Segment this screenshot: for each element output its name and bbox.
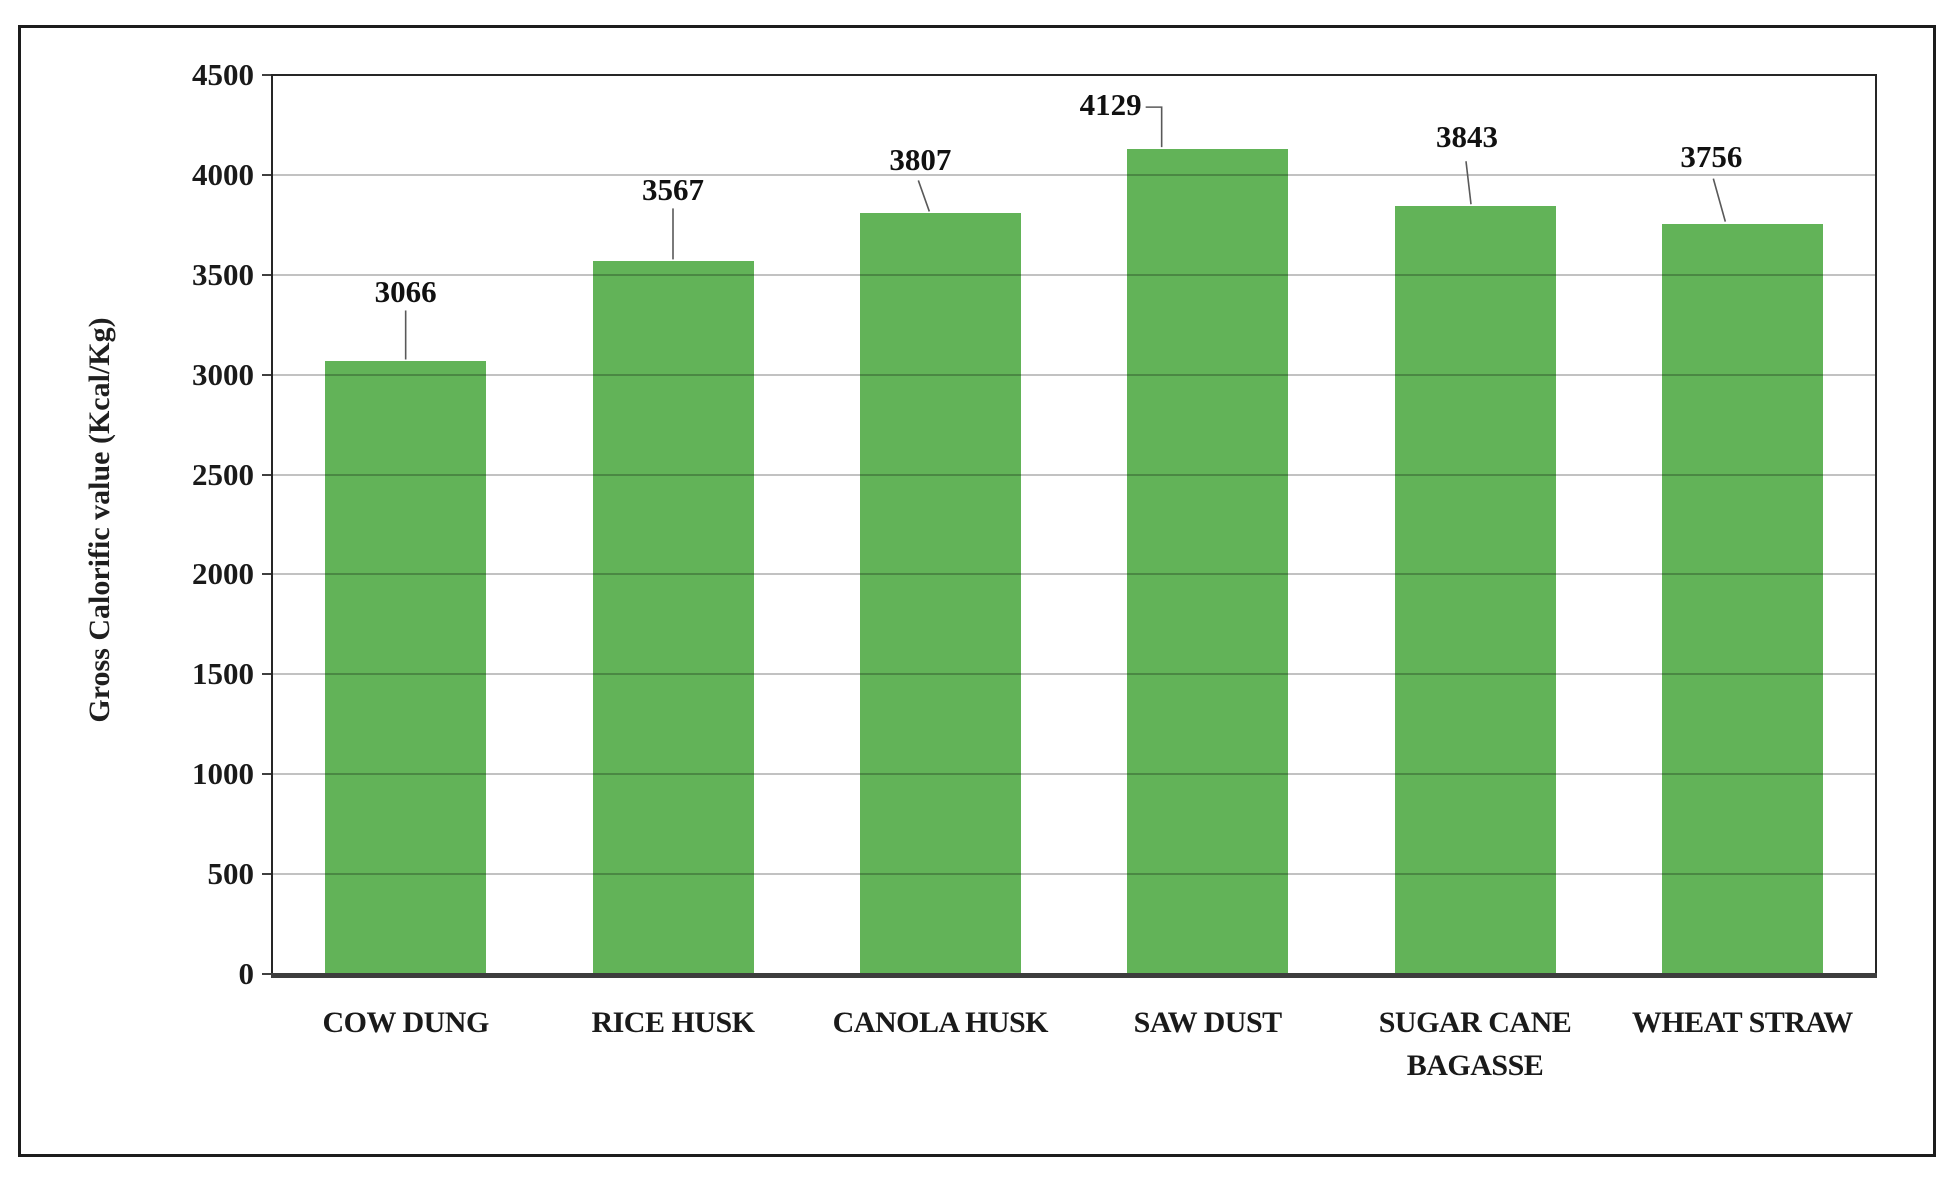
x-category-label: RICE HUSK [591, 1006, 755, 1039]
bar [325, 361, 487, 974]
bar-value-label: 3843 [1436, 119, 1498, 155]
bar [592, 261, 754, 974]
y-tick-label: 0 [238, 956, 255, 991]
y-tick-mark [262, 573, 271, 576]
y-tick-mark [262, 773, 271, 776]
y-tick-mark [262, 973, 271, 975]
x-category-label: COW DUNG [322, 1006, 490, 1039]
y-axis-title: Gross Calorific value (Kcal/Kg) [83, 317, 116, 723]
y-tick-mark [262, 873, 271, 876]
y-tick-label: 3500 [192, 256, 254, 292]
bar-value-label: 3807 [889, 142, 952, 178]
x-category-label: SUGAR CANE BAGASSE [1378, 1006, 1572, 1082]
gridline [272, 173, 1876, 176]
y-tick-label: 3000 [192, 356, 254, 392]
gridline [272, 473, 1876, 476]
y-tick-label: 500 [207, 856, 255, 892]
y-tick-mark [262, 74, 271, 76]
bar [1394, 206, 1556, 974]
gridline [272, 573, 1876, 576]
y-tick-label: 1500 [192, 656, 254, 692]
bar [859, 213, 1021, 974]
gridline [272, 673, 1876, 676]
y-tick-mark [262, 673, 271, 676]
bar-value-label: 3066 [374, 274, 437, 310]
bar [1661, 223, 1823, 974]
y-axis-line [271, 75, 273, 976]
gridline [272, 373, 1876, 376]
y-tick-label: 2000 [192, 556, 254, 592]
y-tick-mark [262, 173, 271, 176]
gridline [272, 273, 1876, 276]
bar-value-label: 4129 [1079, 87, 1142, 123]
x-axis-line [271, 973, 1877, 978]
x-category-label: SAW DUST [1133, 1006, 1283, 1039]
plot-border-top [271, 74, 1877, 76]
leader-line [1712, 178, 1727, 222]
plot-border-right [1875, 75, 1877, 974]
y-tick-mark [262, 473, 271, 476]
y-tick-label: 4000 [192, 156, 254, 192]
y-tick-label: 2500 [192, 456, 254, 492]
y-tick-mark [262, 373, 271, 376]
y-tick-label: 1000 [192, 756, 254, 792]
y-tick-mark [262, 273, 271, 276]
x-category-label: WHEAT STRAW [1631, 1006, 1853, 1039]
bar-value-label: 3756 [1680, 138, 1743, 174]
bar [1127, 149, 1289, 974]
leader-line [1465, 161, 1472, 205]
gridline [272, 773, 1876, 776]
bar-value-label: 3567 [642, 172, 704, 208]
leader-line [917, 180, 931, 212]
y-tick-label: 4500 [192, 57, 254, 92]
gridline [272, 873, 1876, 876]
x-category-label: CANOLA HUSK [832, 1006, 1049, 1039]
